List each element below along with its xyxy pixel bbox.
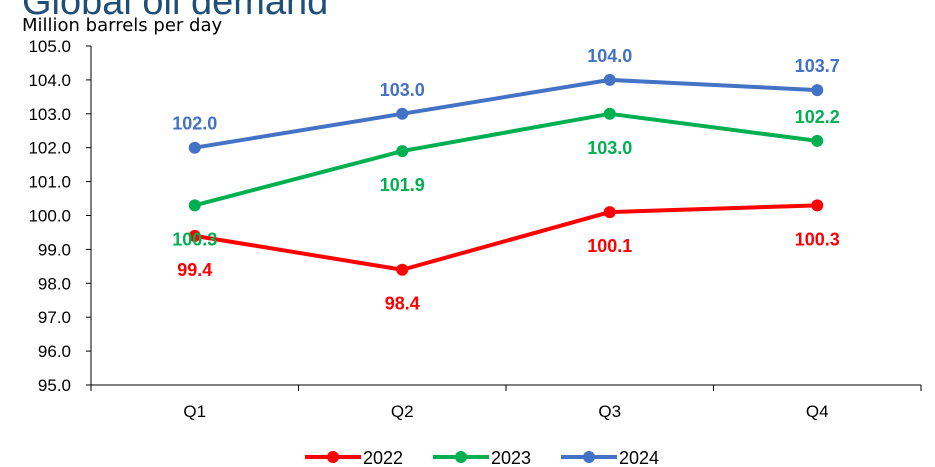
data-point-2023 (811, 134, 824, 147)
data-label-2023: 103.0 (587, 138, 632, 158)
data-point-2022 (811, 199, 824, 212)
legend-marker-2022 (327, 451, 339, 463)
legend-marker-2024 (583, 451, 595, 463)
data-label-2023: 102.2 (795, 107, 840, 127)
data-label-2022: 98.4 (385, 294, 420, 314)
y-tick-label: 101.0 (28, 173, 71, 192)
y-tick-label: 97.0 (38, 308, 71, 327)
y-tick-label: 96.0 (38, 342, 71, 361)
data-point-2022 (396, 263, 409, 276)
y-tick-label: 104.0 (28, 71, 71, 90)
legend-marker-2023 (455, 451, 467, 463)
data-label-2024: 103.7 (795, 56, 840, 76)
x-tick-label: Q1 (183, 402, 206, 421)
y-tick-label: 102.0 (28, 139, 71, 158)
legend-label-2024: 2024 (619, 448, 659, 467)
data-point-2023 (188, 199, 201, 212)
series-layer (188, 73, 824, 276)
data-label-2022: 100.1 (587, 236, 632, 256)
data-point-2024 (603, 73, 616, 86)
data-label-2024: 103.0 (380, 80, 425, 100)
data-label-2023: 101.9 (380, 175, 425, 195)
y-tick-label: 99.0 (38, 240, 71, 259)
series-line-2024 (194, 77, 818, 150)
chart-title: Global oil demand (22, 0, 328, 23)
y-axis-label: Million barrels per day (22, 15, 222, 36)
x-tick-label: Q3 (598, 402, 621, 421)
x-tick-label: Q2 (391, 402, 414, 421)
data-label-2022: 99.4 (177, 260, 212, 280)
data-label-2024: 102.0 (172, 114, 217, 134)
data-point-2022 (603, 206, 616, 219)
y-tick-label: 95.0 (38, 376, 71, 395)
y-tick-label: 100.0 (28, 207, 71, 226)
data-point-2022 (188, 229, 201, 242)
data-point-2024 (188, 141, 201, 154)
axes: 105.0 104.0 103.0 102.0 101.0 100.0 99.0 98.0 97… (28, 37, 922, 421)
y-tick-label: 105.0 (28, 37, 71, 56)
data-point-2023 (603, 107, 616, 120)
legend-label-2023: 2023 (491, 448, 531, 467)
data-point-2024 (396, 107, 409, 120)
legend-label-2022: 2022 (363, 448, 403, 467)
data-point-2023 (396, 145, 409, 158)
data-label-2023: 100.3 (172, 229, 217, 249)
data-labels: 99.4 98.4 100.1 100.3 100.3 101.9 103.0 102.2 10… (172, 46, 840, 314)
legend: 2022 2023 2024 (305, 448, 659, 467)
data-label-2024: 104.0 (587, 46, 632, 66)
y-tick-label: 98.0 (38, 274, 71, 293)
y-tick-label: 103.0 (28, 105, 71, 124)
data-point-2024 (811, 84, 824, 97)
data-label-2022: 100.3 (795, 229, 840, 249)
series-line-2023 (194, 111, 818, 208)
x-tick-label: Q4 (806, 402, 829, 421)
series-line-2022 (194, 203, 818, 272)
